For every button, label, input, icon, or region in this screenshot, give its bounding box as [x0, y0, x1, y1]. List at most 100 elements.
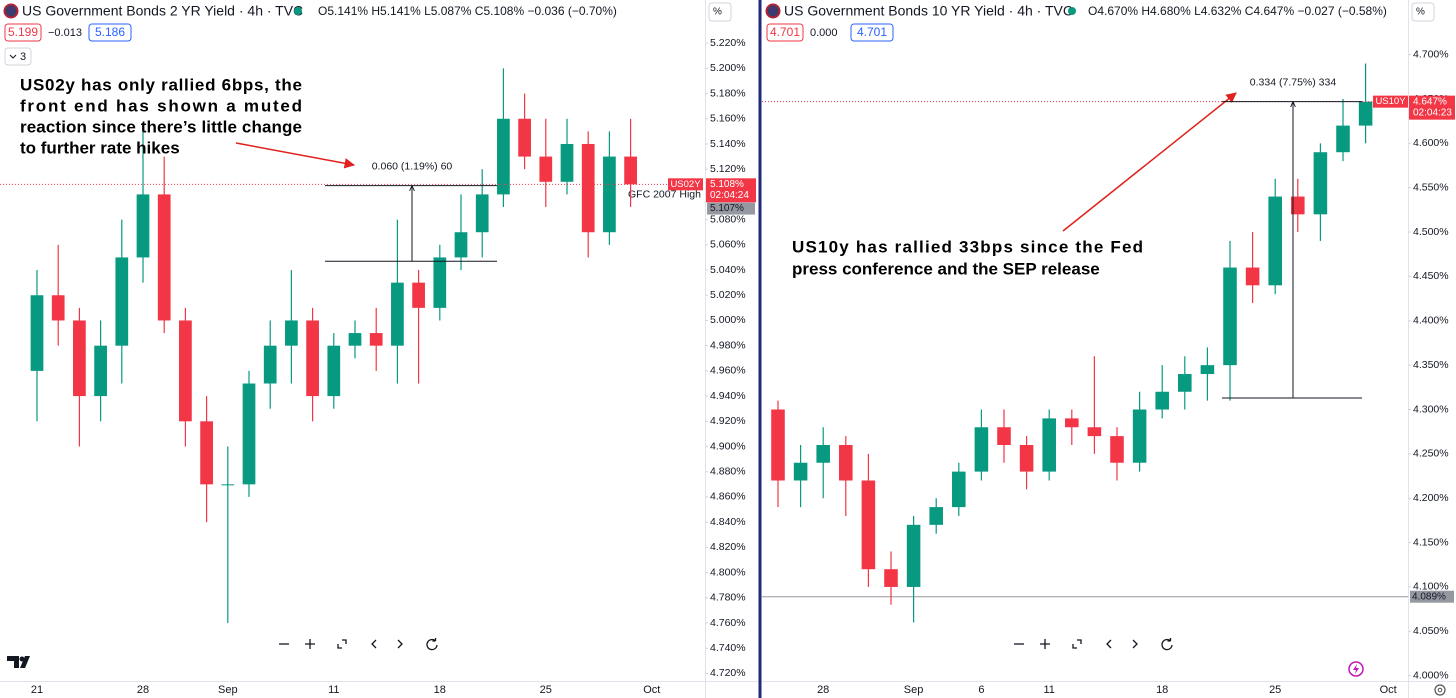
candle-body — [115, 257, 129, 346]
candle-body — [200, 421, 213, 485]
y-tick-label: 5.160% — [710, 113, 746, 125]
candle-body — [581, 143, 595, 233]
button-icon — [1106, 639, 1112, 649]
candle-body — [1358, 101, 1373, 126]
y-tick-label: 4.250% — [1413, 448, 1449, 460]
unit-box — [708, 2, 732, 22]
indicators-toggle[interactable] — [4, 47, 32, 66]
toolbar-button[interactable] — [1066, 633, 1088, 655]
annotation-text: to further rate hikes — [20, 138, 180, 157]
axis-unit: % — [1416, 7, 1425, 18]
x-tick-label: 11 — [1043, 684, 1054, 696]
toolbar-button[interactable] — [363, 633, 385, 655]
annotation-text: US02y has only rallied 6bps, the — [20, 75, 302, 94]
candle-body — [1110, 436, 1124, 463]
candle-body — [369, 333, 383, 346]
spread: −0.013 — [48, 27, 82, 39]
toolbar-button[interactable] — [1034, 633, 1056, 655]
y-tick-label: 4.550% — [1413, 181, 1449, 193]
candle-body — [221, 484, 235, 486]
candle-body — [560, 143, 574, 182]
y-tick-label: 5.040% — [710, 264, 746, 276]
button-hitbox[interactable] — [1124, 633, 1146, 655]
toolbar-button[interactable] — [389, 633, 411, 655]
candle-body — [497, 118, 510, 195]
ohlc-legend: O5.141% H5.141% L5.087% C5.108% −0.036 (… — [318, 4, 617, 18]
candle-body — [73, 320, 86, 397]
symbol-tag — [1373, 95, 1408, 108]
x-tick-label: Oct — [643, 684, 660, 696]
candle-body — [1178, 374, 1192, 392]
x-tick-label: 25 — [540, 684, 552, 696]
reference-label: 4.089% — [1412, 591, 1446, 602]
candle-body — [475, 194, 489, 233]
toolbar-button[interactable] — [1156, 633, 1178, 655]
candle-body — [30, 295, 44, 371]
y-tick-label: 4.150% — [1413, 536, 1449, 548]
symbol-title: US Government Bonds 2 YR Yield · 4h · TV… — [22, 3, 303, 19]
toolbar-button[interactable] — [299, 633, 321, 655]
flag-icon — [3, 3, 19, 19]
annotation-text: front end has shown a muted — [20, 96, 302, 115]
y-tick-label: 5.120% — [710, 163, 746, 175]
toolbar-button[interactable] — [1008, 633, 1030, 655]
candle-body — [1042, 418, 1056, 472]
y-tick-label: 4.350% — [1413, 359, 1449, 371]
button-icon — [1072, 639, 1082, 649]
y-tick-label: 4.450% — [1413, 270, 1449, 282]
toolbar-button[interactable] — [331, 633, 353, 655]
unit-box — [1411, 2, 1435, 22]
x-tick-label: Sep — [218, 684, 238, 696]
toolbar-button[interactable] — [273, 633, 295, 655]
button-hitbox[interactable] — [1066, 633, 1088, 655]
x-tick-label: 21 — [31, 684, 43, 696]
candle-body — [929, 507, 943, 525]
candle-body — [454, 232, 468, 258]
x-tick-label: 6 — [978, 684, 984, 696]
x-tick-label: 11 — [328, 684, 339, 696]
button-icon — [1161, 638, 1173, 651]
button-hitbox[interactable] — [1098, 633, 1120, 655]
y-tick-label: 4.700% — [1413, 48, 1449, 60]
candle-body — [1087, 427, 1102, 437]
y-tick-label: 4.300% — [1413, 403, 1449, 415]
alert-icon[interactable] — [1348, 661, 1364, 677]
candle-body — [861, 480, 876, 570]
annotation-text: reaction since there’s little change — [20, 117, 302, 136]
bid-box — [766, 23, 804, 42]
candle-body — [263, 345, 277, 384]
toolbar-button[interactable] — [1124, 633, 1146, 655]
y-tick-label: 4.200% — [1413, 492, 1449, 504]
y-tick-label: 4.600% — [1413, 137, 1449, 149]
bid-price: 5.199 — [8, 25, 38, 39]
candle-body — [1291, 196, 1305, 215]
ask-box — [850, 23, 894, 42]
x-tick-label: 25 — [1269, 684, 1281, 696]
button-hitbox[interactable] — [389, 633, 411, 655]
candle-body — [518, 118, 531, 157]
button-hitbox[interactable] — [1156, 633, 1178, 655]
y-tick-label: 5.000% — [710, 314, 746, 326]
toolbar-button[interactable] — [421, 633, 443, 655]
candle-body — [1268, 196, 1282, 286]
candle-body — [412, 282, 425, 308]
toolbar-button[interactable] — [1098, 633, 1120, 655]
candle-body — [51, 295, 65, 321]
tradingview-logo — [7, 656, 30, 668]
button-icon — [1040, 639, 1050, 649]
settings-icon[interactable] — [1434, 684, 1446, 696]
candle-body — [1200, 365, 1215, 375]
y-tick-label: 4.000% — [1413, 669, 1449, 681]
candle-body — [179, 320, 192, 422]
reference-tag — [707, 202, 755, 215]
button-icon — [337, 639, 347, 649]
ohlc-legend: O4.670% H4.680% L4.632% C4.647% −0.027 (… — [1088, 4, 1387, 18]
button-hitbox[interactable] — [421, 633, 443, 655]
y-tick-label: 4.400% — [1413, 315, 1449, 327]
x-tick-label: Oct — [1380, 684, 1397, 696]
button-hitbox[interactable] — [363, 633, 385, 655]
y-tick-label: 5.020% — [710, 289, 746, 301]
button-hitbox[interactable] — [331, 633, 353, 655]
measure-label: 0.334 (7.75%) 334 — [1250, 76, 1337, 88]
y-tick-label: 4.920% — [710, 415, 746, 427]
